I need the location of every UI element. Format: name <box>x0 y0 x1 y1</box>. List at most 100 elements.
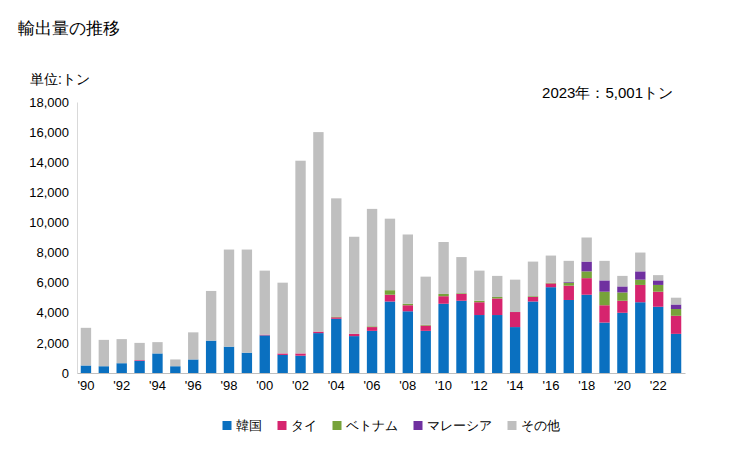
legend-label: ベトナム <box>346 418 398 433</box>
y-tick: 6,000 <box>36 275 77 290</box>
bar <box>170 359 180 366</box>
bar <box>635 280 645 285</box>
bar <box>277 353 287 355</box>
x-tick-label: '12 <box>471 378 488 393</box>
series <box>81 287 681 373</box>
bars <box>81 132 681 373</box>
bar <box>617 313 627 373</box>
bar <box>671 298 681 305</box>
bar <box>474 301 484 303</box>
y-tick-label: 8,000 <box>36 245 69 260</box>
bar <box>510 327 520 373</box>
x-tick-label: '08 <box>399 378 416 393</box>
bar <box>152 342 162 353</box>
bar <box>117 363 127 373</box>
bar <box>152 353 162 373</box>
bar <box>599 292 609 306</box>
legend-item: ベトナム <box>333 418 398 433</box>
legend-label: その他 <box>521 418 560 433</box>
bar <box>313 333 323 373</box>
bar <box>599 261 609 281</box>
legend: 韓国タイベトナムマレーシアその他 <box>223 418 560 433</box>
y-tick-label: 10,000 <box>29 215 69 230</box>
bar <box>438 296 448 304</box>
bar <box>510 312 520 327</box>
y-tick: 2,000 <box>36 336 77 351</box>
legend-swatch <box>508 421 517 430</box>
bar <box>134 361 144 373</box>
bar <box>456 257 466 293</box>
bar <box>617 301 627 313</box>
bar <box>653 292 663 307</box>
bar <box>510 280 520 312</box>
bar <box>421 277 431 325</box>
bar <box>385 290 395 295</box>
bar <box>367 327 377 331</box>
bar <box>295 161 305 354</box>
title: 輸出量の推移 <box>18 19 120 38</box>
x-tick-label: '96 <box>185 378 202 393</box>
x-tick: '08 <box>399 373 416 393</box>
x-tick-label: '90 <box>77 378 94 393</box>
x-tick: '18 <box>578 373 595 393</box>
bar <box>385 301 395 373</box>
bar <box>260 271 270 335</box>
bar <box>671 316 681 334</box>
y-axis: 02,0004,0006,0008,00010,00012,00014,0001… <box>29 95 77 381</box>
legend-swatch <box>333 421 342 430</box>
y-tick: 14,000 <box>29 155 77 170</box>
x-tick: '94 <box>149 373 166 393</box>
bar <box>260 335 270 373</box>
y-tick-label: 2,000 <box>36 336 69 351</box>
bar <box>349 334 359 336</box>
bar <box>492 298 502 315</box>
series <box>81 132 681 366</box>
y-tick: 16,000 <box>29 125 77 140</box>
bar <box>528 297 538 302</box>
bar <box>492 297 502 299</box>
bar <box>617 286 627 292</box>
y-tick: 4,000 <box>36 305 77 320</box>
x-tick-label: '02 <box>292 378 309 393</box>
chart: 輸出量の推移単位:トン 2023年：5,001トン 0 2,000 4,000 6,000… <box>0 0 729 450</box>
bar <box>564 283 574 286</box>
bar <box>599 305 609 322</box>
bar <box>385 295 395 302</box>
bar <box>313 132 323 331</box>
bar <box>331 319 341 373</box>
bar <box>331 317 341 319</box>
bar <box>81 365 91 373</box>
bar <box>546 287 556 373</box>
bar <box>581 271 591 278</box>
bar <box>277 283 287 354</box>
bar <box>474 302 484 315</box>
y-tick-label: 14,000 <box>29 155 69 170</box>
bar <box>581 238 591 262</box>
x-tick-label: '20 <box>614 378 631 393</box>
annotation: 2023年：5,001トン <box>542 84 673 101</box>
y-axis-line <box>77 103 78 374</box>
bar <box>528 262 538 297</box>
bar <box>653 285 663 292</box>
bar <box>99 366 109 373</box>
bar <box>277 355 287 373</box>
bar <box>474 315 484 373</box>
bar <box>349 336 359 373</box>
x-tick-label: '06 <box>364 378 381 393</box>
x-axis: '90'92'94'96'98'00'02'04'06'08'10'12'14'… <box>77 373 685 393</box>
y-tick-label: 0 <box>62 366 69 381</box>
legend-item: 韓国 <box>223 418 262 433</box>
x-tick: '96 <box>185 373 202 393</box>
bar <box>134 343 144 360</box>
y-tick: 10,000 <box>29 215 77 230</box>
bar <box>617 292 627 300</box>
bar <box>421 326 431 331</box>
bar <box>617 276 627 287</box>
x-tick: '06 <box>364 373 381 393</box>
legend-item: その他 <box>508 418 560 433</box>
bar <box>635 302 645 373</box>
bar <box>546 283 556 287</box>
bar <box>403 304 413 306</box>
unit-label: 単位:トン <box>30 71 90 87</box>
bar <box>367 209 377 326</box>
